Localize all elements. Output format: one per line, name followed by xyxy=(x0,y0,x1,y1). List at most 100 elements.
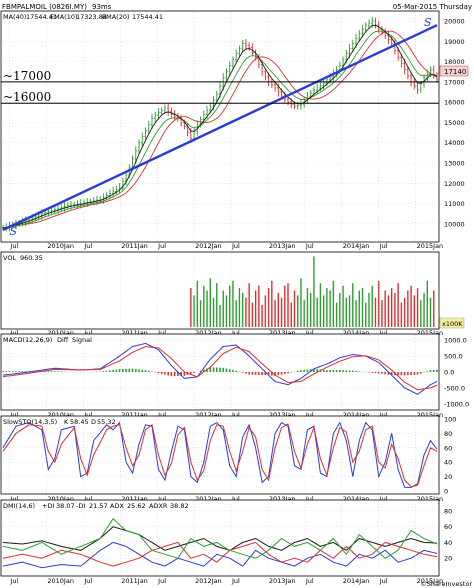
x-tick-label: 2010Jan xyxy=(47,577,74,585)
ema20-line xyxy=(2,30,438,229)
y-tick-label: 80 xyxy=(444,430,452,438)
x-tick-label: 2011Jan xyxy=(121,411,148,419)
macd-axis: 1000.0 500.0 0.0 -500.0 -1000.0 xyxy=(3,337,469,408)
y-tick-label: 40 xyxy=(444,539,452,547)
x-tick-label: Jul xyxy=(231,242,240,250)
x-tick-label: Jul xyxy=(157,577,166,585)
y-tick-label: 20000 xyxy=(444,18,465,26)
price-legend: MA(40) 17544.41 EMA(10) 17323.84 EMA(20)… xyxy=(3,13,163,21)
y-tick-label: 40 xyxy=(444,459,452,467)
y-tick-label: 15000 xyxy=(444,119,465,127)
macd-x-axis: Jul 2010Jan Jul 2011Jan Jul 2012Jan Jul 2013Jan… xyxy=(9,335,443,419)
legend-slowsto-k-value: 58.45 xyxy=(70,418,89,426)
x-tick-label: Jul xyxy=(379,411,388,419)
legend-dmi-adx-value: 25.62 xyxy=(127,502,146,510)
x-tick-label: Jul xyxy=(379,242,388,250)
y-tick-label: 13000 xyxy=(444,159,465,167)
x-tick-label: 2010Jan xyxy=(47,495,74,503)
legend-macd-signal: Signal xyxy=(72,336,92,344)
x-tick-label: 2011Jan xyxy=(121,242,148,250)
legend-ma40: MA(40) xyxy=(3,13,26,21)
x-tick-label: Jul xyxy=(379,329,388,337)
legend-slowsto-d-value: 55.32 xyxy=(97,418,116,426)
chart-symbol: FBMPALMOIL (0826I.MY) xyxy=(2,3,87,11)
x-tick-label: 2015Jan xyxy=(417,411,444,419)
x-tick-label: Jul xyxy=(9,495,18,503)
x-tick-label: Jul xyxy=(231,495,240,503)
x-tick-label: Jul xyxy=(379,577,388,585)
legend-macd-diff: Diff xyxy=(57,336,69,344)
price-axis: 10000 11000 12000 13000 14000 15000 16000 17000… xyxy=(3,18,465,228)
x-tick-label: 2013Jan xyxy=(269,242,296,250)
x-tick-label: 2012Jan xyxy=(195,577,222,585)
x-tick-label: 2010Jan xyxy=(47,411,74,419)
x-tick-label: Jul xyxy=(83,495,92,503)
macd-signal-line xyxy=(2,345,438,391)
x-tick-label: 2014Jan xyxy=(343,329,370,337)
chart-latency: 93ms xyxy=(92,3,112,11)
x-tick-label: Jul xyxy=(305,411,314,419)
legend-dmi-adxr: ADXR xyxy=(149,502,168,510)
x-tick-label: 2010Jan xyxy=(47,242,74,250)
ma40-line xyxy=(2,30,438,229)
x-tick-label: Jul xyxy=(379,495,388,503)
x-tick-label: 2011Jan xyxy=(121,577,148,585)
y-tick-label: -500.0 xyxy=(444,384,465,392)
legend-vol: VOL xyxy=(3,254,16,262)
x-tick-label: Jul xyxy=(231,329,240,337)
x-tick-label: 2012Jan xyxy=(195,242,222,250)
legend-dmi-mdi-value: 21.57 xyxy=(89,502,108,510)
dmi-axis: 80 60 40 20 xyxy=(3,507,452,563)
x-tick-label: 2011Jan xyxy=(121,495,148,503)
legend-dmi: DMI(14,6) xyxy=(3,502,35,510)
x-tick-label: 2011Jan xyxy=(121,329,148,337)
x-tick-label: Jul xyxy=(231,411,240,419)
x-tick-label: 2014Jan xyxy=(343,411,370,419)
x-tick-label: 2014Jan xyxy=(343,242,370,250)
x-tick-label: 2015Jan xyxy=(417,495,444,503)
dmi-minus-di-line xyxy=(2,541,438,567)
x-tick-label: 2013Jan xyxy=(269,411,296,419)
price-x-axis: Jul 2010Jan Jul 2011Jan Jul 2012Jan Jul 2013Jan… xyxy=(9,12,443,250)
y-tick-label: 500.0 xyxy=(444,353,463,361)
x-tick-label: Jul xyxy=(9,329,18,337)
trend-line xyxy=(2,24,438,231)
legend-dmi-pdi-value: 38.07 xyxy=(56,502,75,510)
x-tick-label: Jul xyxy=(83,411,92,419)
y-tick-label: 20 xyxy=(444,555,452,563)
legend-dmi-mdi: -DI xyxy=(76,502,85,510)
legend-ema10-value: 17323.84 xyxy=(76,13,107,21)
y-tick-label: 1000.0 xyxy=(444,337,467,345)
y-tick-label: 16000 xyxy=(444,99,465,107)
x-tick-label: 2013Jan xyxy=(269,329,296,337)
y-tick-label: 14000 xyxy=(444,139,465,147)
y-tick-label: 80 xyxy=(444,507,452,515)
x-tick-label: Jul xyxy=(9,242,18,250)
x-tick-label: 2015Jan xyxy=(417,242,444,250)
x-tick-label: Jul xyxy=(305,329,314,337)
x-tick-label: Jul xyxy=(157,495,166,503)
x-tick-label: 2013Jan xyxy=(269,577,296,585)
legend-dmi-adxr-value: 38.82 xyxy=(170,502,189,510)
legend-slowsto: SlowSTO(14,3,5) xyxy=(3,418,57,426)
x-tick-label: 2012Jan xyxy=(195,495,222,503)
x-tick-label: 2010Jan xyxy=(47,329,74,337)
x-tick-label: Jul xyxy=(305,577,314,585)
legend-macd: MACD(12,26,9) xyxy=(3,336,52,344)
x-tick-label: 2014Jan xyxy=(343,577,370,585)
x-tick-label: 2014Jan xyxy=(343,495,370,503)
signal-mark: S xyxy=(424,16,432,29)
dmi-plus-di-line xyxy=(2,518,438,559)
y-tick-label: 19000 xyxy=(444,38,465,46)
legend-ema20: EMA(20) xyxy=(102,13,130,21)
y-tick-label: 18000 xyxy=(444,58,465,66)
legend-dmi-pdi: +DI xyxy=(42,502,54,510)
signal-mark: S xyxy=(9,225,17,238)
legend-ema20-value: 17544.41 xyxy=(132,13,163,21)
x-tick-label: 2013Jan xyxy=(269,495,296,503)
x-tick-label: Jul xyxy=(9,577,18,585)
last-price-box xyxy=(439,65,469,77)
y-tick-label: 0.0 xyxy=(444,369,454,377)
dmi-x-axis: Jul 2010Jan Jul 2011Jan Jul 2012Jan Jul 2013Jan… xyxy=(9,501,443,585)
